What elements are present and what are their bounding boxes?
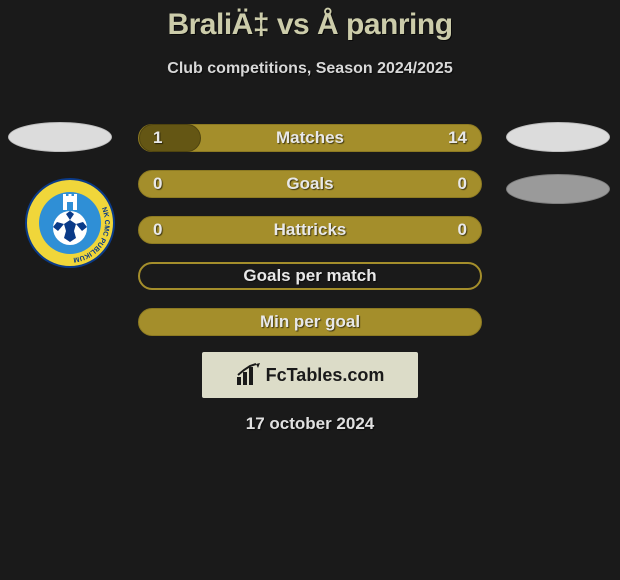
stat-right-goals: 0: [458, 174, 467, 194]
stat-row-goals-per-match: Goals per match: [138, 262, 482, 290]
page-subtitle: Club competitions, Season 2024/2025: [0, 60, 620, 78]
stat-label-goals: Goals: [286, 174, 333, 194]
stat-right-matches: 14: [448, 128, 467, 148]
stat-right-hattricks: 0: [458, 220, 467, 240]
stat-label-matches: Matches: [276, 128, 344, 148]
page-title: BraliÄ‡ vs Å panring: [0, 0, 620, 42]
stat-bars: 1 Matches 14 0 Goals 0 0 Hattricks 0 Goa…: [138, 124, 482, 354]
player-placeholder-left: [8, 122, 112, 152]
player-placeholder-right-2: [506, 174, 610, 204]
stat-left-goals: 0: [153, 174, 162, 194]
stat-label-hattricks: Hattricks: [274, 220, 347, 240]
stat-left-hattricks: 0: [153, 220, 162, 240]
stat-fill-matches: [139, 124, 201, 152]
club-crest-icon: NK CMC PUBLIKUM: [25, 178, 115, 268]
nk-cmc-publikum-badge: NK CMC PUBLIKUM: [25, 178, 115, 268]
stat-row-goals: 0 Goals 0: [138, 170, 482, 198]
player-placeholder-right-1: [506, 122, 610, 152]
stat-label-min-per-goal: Min per goal: [260, 312, 360, 332]
stat-row-matches: 1 Matches 14: [138, 124, 482, 152]
stat-row-min-per-goal: Min per goal: [138, 308, 482, 336]
date-text: 17 october 2024: [0, 414, 620, 434]
stat-row-hattricks: 0 Hattricks 0: [138, 216, 482, 244]
fctables-brand-text: FcTables.com: [266, 365, 385, 386]
bar-chart-icon: [236, 363, 262, 387]
stat-left-matches: 1: [153, 128, 162, 148]
fctables-logo[interactable]: FcTables.com: [202, 352, 418, 398]
stat-label-goals-per-match: Goals per match: [243, 266, 376, 286]
